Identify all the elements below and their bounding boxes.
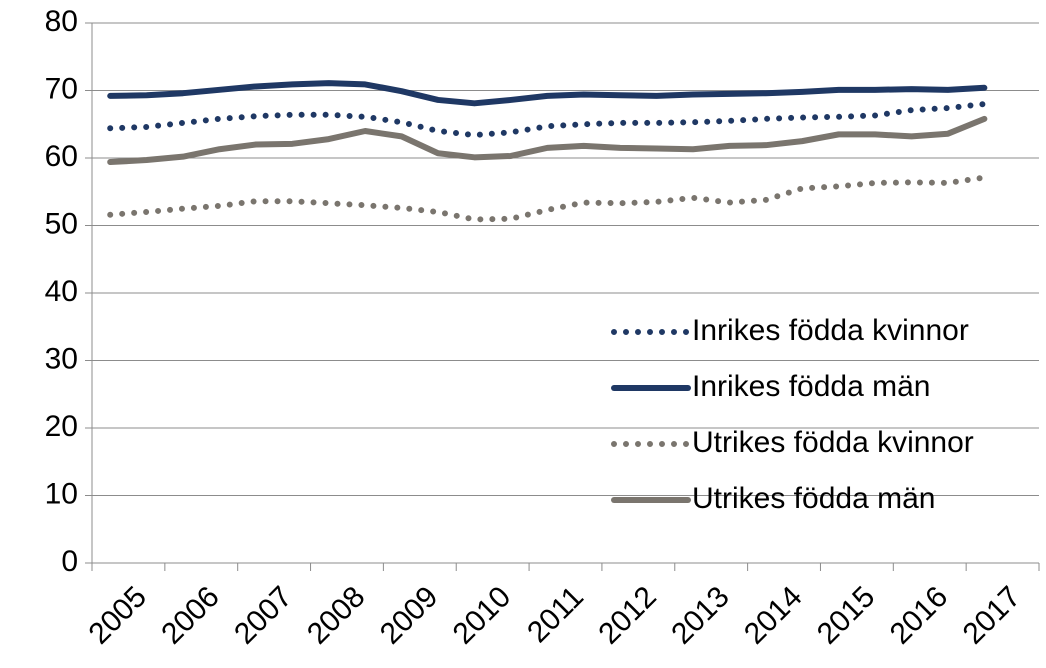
y-tick-label: 70 <box>45 72 78 105</box>
x-tick-label: 2008 <box>301 580 372 651</box>
x-tick-label: 2011 <box>521 580 590 649</box>
y-tick-label: 0 <box>61 545 78 578</box>
y-tick-label: 30 <box>45 342 78 375</box>
x-tick-label: 2016 <box>884 580 955 651</box>
legend-label: Inrikes födda män <box>692 370 930 403</box>
series-line <box>107 80 988 107</box>
x-tick-label: 2017 <box>957 580 1028 651</box>
series-line <box>107 101 988 139</box>
x-tick-label: 2012 <box>592 580 663 651</box>
x-tick-label: 2015 <box>811 580 882 651</box>
x-tick-label: 2005 <box>82 580 153 651</box>
series-line <box>107 115 988 166</box>
y-tick-label: 50 <box>45 207 78 240</box>
x-tick-label: 2010 <box>447 580 518 651</box>
x-tick-label: 2014 <box>738 580 809 651</box>
y-tick-label: 20 <box>45 410 78 443</box>
series-line <box>107 174 988 223</box>
y-tick-label: 10 <box>45 477 78 510</box>
y-tick-label: 40 <box>45 275 78 308</box>
y-tick-label: 80 <box>45 5 78 38</box>
legend-label: Utrikes födda män <box>692 482 935 515</box>
x-tick-label: 2009 <box>374 580 445 651</box>
y-tick-label: 60 <box>45 140 78 173</box>
legend-label: Inrikes födda kvinnor <box>692 314 969 347</box>
legend-label: Utrikes födda kvinnor <box>692 426 974 459</box>
x-tick-label: 2013 <box>665 580 736 651</box>
x-tick-label: 2006 <box>155 580 226 651</box>
x-tick-label: 2007 <box>228 580 299 651</box>
